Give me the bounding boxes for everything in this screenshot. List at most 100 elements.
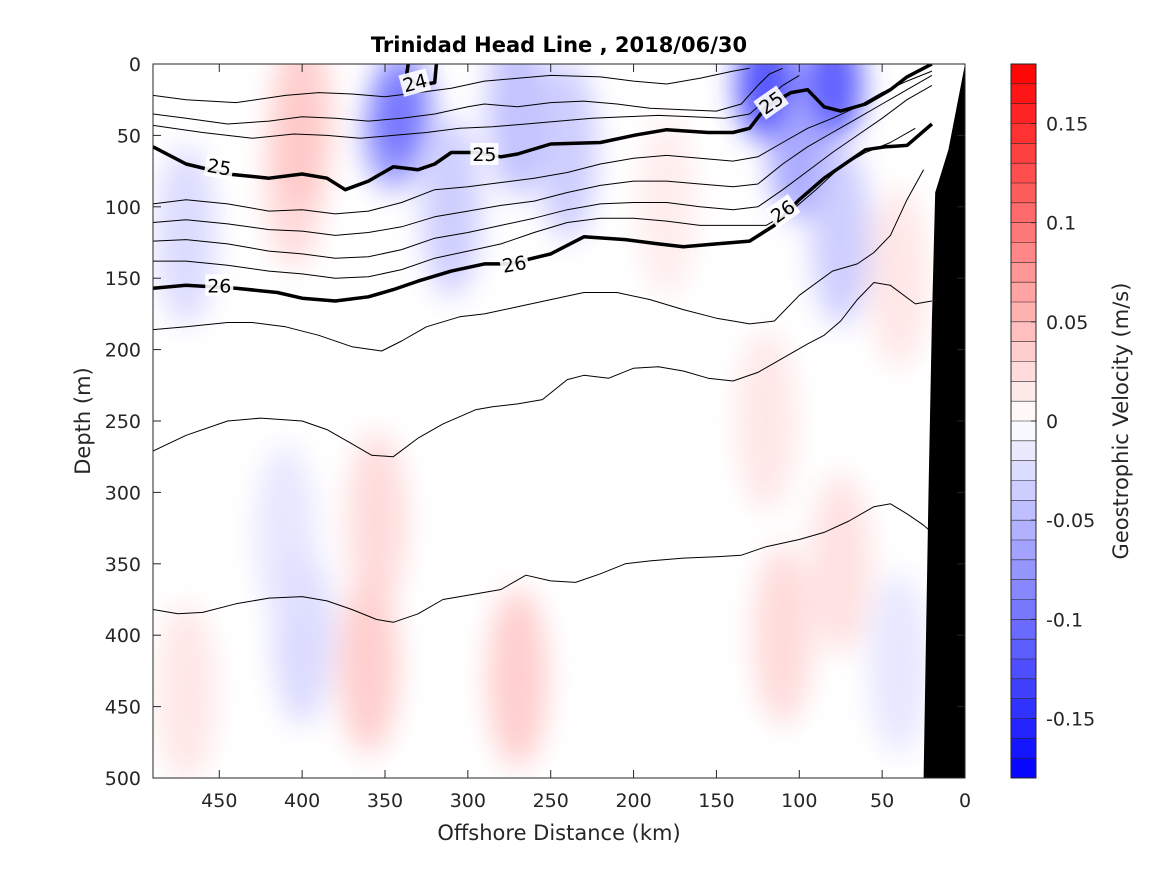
contour-label-text: 25: [472, 144, 496, 166]
colorbar-band: [1011, 480, 1036, 501]
x-tick-label: 250: [533, 790, 569, 812]
velocity-patch: [346, 430, 407, 611]
colorbar-label: Geostrophic Velocity (m/s): [1109, 283, 1133, 560]
y-tick-label: 100: [105, 197, 141, 219]
colorbar-tick-label: 0.1: [1046, 213, 1076, 235]
velocity-patch: [338, 573, 399, 754]
x-tick-label: 400: [284, 790, 320, 812]
colorbar-band: [1011, 64, 1036, 85]
colorbar-band: [1011, 579, 1036, 600]
isopycnal-line: [153, 74, 933, 236]
y-tick-label: 500: [105, 768, 141, 790]
velocity-patch: [156, 602, 217, 778]
x-axis-label: Offshore Distance (km): [437, 821, 680, 845]
y-tick-label: 400: [105, 625, 141, 647]
colorbar-tick-label: 0.15: [1046, 114, 1088, 136]
x-tick-label: 100: [781, 790, 817, 812]
colorbar-band: [1011, 123, 1036, 144]
x-tick-label: 350: [367, 790, 403, 812]
contour-label: 26: [498, 250, 530, 278]
isopycnal-line: [153, 282, 932, 458]
colorbar: [1011, 63, 1036, 779]
velocity-patch: [255, 445, 316, 626]
colorbar-band: [1011, 401, 1036, 422]
velocity-field: [156, 64, 929, 778]
y-tick-label: 250: [105, 411, 141, 433]
colorbar-band: [1011, 758, 1036, 779]
isopycnal-contours: [153, 64, 949, 623]
contour-label: 24: [398, 68, 432, 97]
isopycnal-line: [153, 84, 933, 259]
colorbar-band: [1011, 460, 1036, 481]
y-tick-label: 300: [105, 482, 141, 504]
y-tick-label: 350: [105, 554, 141, 576]
colorbar-ticks: 0.15 0.1 0.05 0 -0.05 -0.1 -0.15: [1031, 114, 1095, 731]
contour-label-text: 26: [501, 252, 529, 278]
colorbar-band: [1011, 321, 1036, 343]
velocity-patch: [810, 473, 871, 654]
colorbar-band: [1011, 103, 1036, 124]
isopycnal-line: [153, 74, 800, 139]
colorbar-band: [1011, 222, 1036, 243]
y-tick-label: 0: [129, 54, 141, 76]
velocity-patch: [736, 331, 797, 511]
velocity-patch: [156, 145, 217, 326]
velocity-patch: [487, 64, 548, 197]
velocity-patch: [636, 116, 697, 297]
velocity-patch: [272, 64, 333, 212]
bathymetry: [923, 64, 965, 778]
y-tick-label: 150: [105, 268, 141, 290]
colorbar-band: [1011, 83, 1036, 105]
colorbar-band: [1011, 599, 1036, 620]
y-tick-label: 450: [105, 697, 141, 719]
isopycnal-line: [153, 127, 916, 279]
chart-title: Trinidad Head Line , 2018/06/30: [371, 33, 747, 57]
colorbar-band: [1011, 302, 1036, 323]
x-tick-label: 200: [615, 790, 651, 812]
isopycnal-line: [153, 70, 933, 215]
contour-label: 25: [470, 142, 499, 166]
contour-label: 26: [205, 274, 234, 297]
colorbar-band: [1011, 341, 1036, 362]
isopycnal-line: [153, 67, 750, 104]
colorbar-band: [1011, 282, 1036, 303]
colorbar-band: [1011, 718, 1036, 739]
colorbar-band: [1011, 262, 1036, 283]
colorbar-band: [1011, 381, 1036, 402]
velocity-patch: [868, 573, 929, 754]
colorbar-band: [1011, 421, 1036, 442]
contour-label-text: 26: [207, 275, 231, 297]
x-tick-label: 300: [450, 790, 486, 812]
colorbar-tick-label: 0.05: [1046, 312, 1088, 334]
colorbar-band: [1011, 143, 1036, 164]
velocity-patch: [537, 64, 598, 240]
colorbar-band: [1011, 540, 1036, 561]
seafloor-shape: [923, 64, 965, 778]
colorbar-tick-label: -0.1: [1046, 609, 1083, 631]
colorbar-band: [1011, 659, 1036, 680]
colorbar-band: [1011, 163, 1036, 184]
colorbar-tick-label: 0: [1046, 411, 1058, 433]
colorbar-band: [1011, 559, 1036, 581]
colorbar-band: [1011, 361, 1036, 382]
isopycnal-bold-26: [153, 122, 934, 303]
x-tick-label: 50: [870, 790, 894, 812]
x-tick-label: 0: [959, 790, 971, 812]
colorbar-tick-label: -0.15: [1046, 709, 1095, 731]
y-tick-label: 50: [117, 125, 141, 147]
y-axis-ticks: 0 50 100 150 200 250 300 350 400 450 500: [105, 54, 965, 790]
colorbar-band: [1011, 440, 1036, 462]
velocity-patch: [868, 188, 929, 369]
contour-label: 25: [203, 153, 235, 181]
x-tick-label: 150: [698, 790, 734, 812]
colorbar-band: [1011, 619, 1036, 640]
contour-label-text: 25: [205, 155, 233, 181]
isopycnal-line: [153, 169, 925, 352]
y-tick-label: 200: [105, 340, 141, 362]
colorbar-band: [1011, 500, 1036, 521]
velocity-patch: [752, 545, 813, 726]
colorbar-band: [1011, 698, 1036, 719]
x-tick-label: 450: [201, 790, 237, 812]
colorbar-band: [1011, 183, 1036, 204]
